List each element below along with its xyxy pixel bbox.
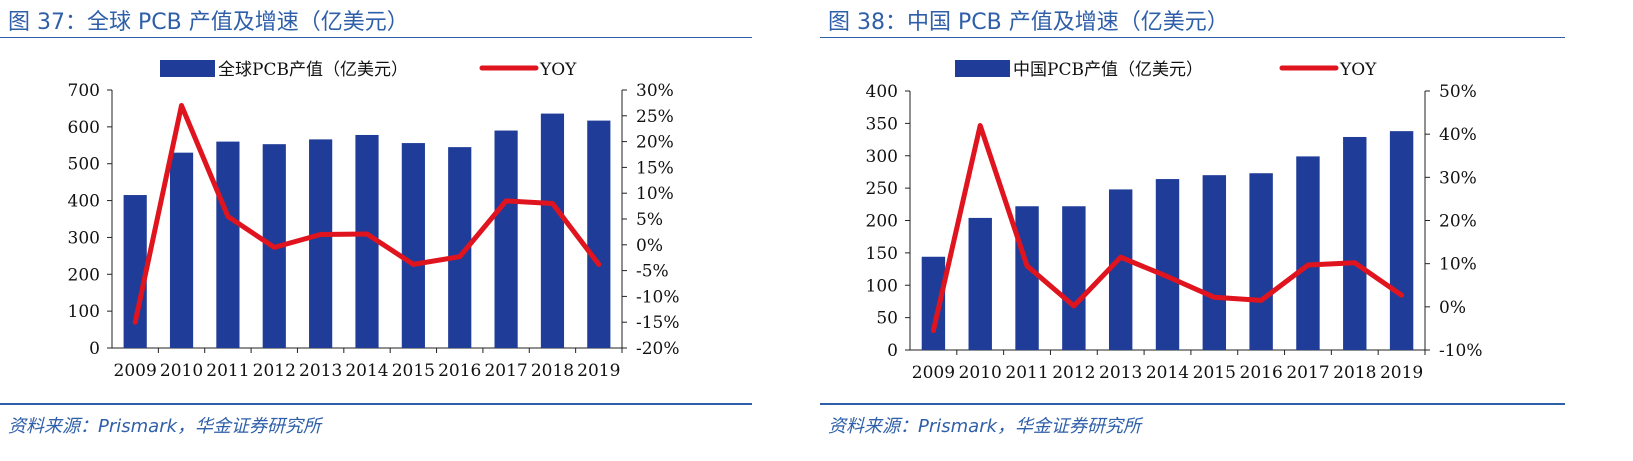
bar xyxy=(1015,206,1039,350)
x-tick-label: 2019 xyxy=(577,361,620,381)
title-rule xyxy=(0,37,752,38)
bar xyxy=(448,147,472,348)
right-tick-label: -10% xyxy=(1439,341,1483,361)
legend-bar-swatch xyxy=(160,60,215,77)
x-tick-label: 2014 xyxy=(1146,363,1189,383)
x-tick-label: 2016 xyxy=(1240,363,1283,383)
right-tick-label: 30% xyxy=(1439,168,1477,188)
chart-china-pcb: 0 50 100 150 200 250 300 350 400 -10% 0% 10% 20% 30% 4… xyxy=(866,60,1483,383)
right-tick-label: 40% xyxy=(1439,125,1477,145)
bar xyxy=(216,141,240,348)
right-tick-label: 50% xyxy=(1439,82,1477,102)
bar xyxy=(921,256,946,350)
left-tick-label: 500 xyxy=(68,155,100,175)
left-tick-label: 400 xyxy=(68,192,100,212)
left-tick-label: 350 xyxy=(866,114,898,134)
left-tick-label: 700 xyxy=(68,81,100,101)
left-tick-label: 400 xyxy=(866,82,898,102)
left-tick-label: 300 xyxy=(866,147,898,167)
yoy-line xyxy=(132,103,602,325)
left-tick-label: 200 xyxy=(68,265,100,285)
legend-bar-swatch xyxy=(955,60,1010,77)
chart-panel-china: 图 38：中国 PCB 产值及增速（亿美元） 0 50 100 150 200 250 30… xyxy=(820,0,1633,461)
x-tick-label: 2011 xyxy=(206,361,249,381)
legend-line-label: YOY xyxy=(539,60,577,80)
bar xyxy=(1155,179,1180,350)
legend-bar-label: 全球PCB产值（亿美元） xyxy=(218,60,408,80)
x-tick-label: 2010 xyxy=(160,361,203,381)
bar xyxy=(1296,156,1320,350)
left-tick-label: 600 xyxy=(68,118,100,138)
bar xyxy=(1108,189,1133,350)
x-tick-label: 2009 xyxy=(114,361,157,381)
right-tick-label: 20% xyxy=(1439,212,1477,232)
left-tick-label: 100 xyxy=(866,276,898,296)
right-tick-label: 30% xyxy=(636,81,674,101)
bar xyxy=(401,143,425,348)
source-note: 资料来源：Prismark，华金证券研究所 xyxy=(8,416,322,437)
right-tick-label: 10% xyxy=(1439,255,1477,275)
legend-line-label: YOY xyxy=(1339,60,1377,80)
bar xyxy=(1343,136,1367,350)
x-tick-label: 2015 xyxy=(392,361,435,381)
x-tick-label: 2018 xyxy=(1333,363,1376,383)
left-tick-label: 0 xyxy=(887,341,898,361)
title-rule xyxy=(820,37,1565,38)
left-tick-label: 250 xyxy=(866,179,898,199)
x-tick-label: 2012 xyxy=(253,361,296,381)
chart-title: 图 37：全球 PCB 产值及增速（亿美元） xyxy=(8,10,409,35)
source-rule xyxy=(0,403,752,405)
right-tick-label: 15% xyxy=(636,158,674,178)
right-tick-label: 0% xyxy=(636,236,663,256)
bar xyxy=(494,130,518,348)
bar xyxy=(540,113,565,349)
left-tick-label: 100 xyxy=(68,302,100,322)
bar xyxy=(1249,173,1273,350)
right-tick-label: 25% xyxy=(636,107,674,127)
bar xyxy=(968,217,992,350)
right-tick-label: 0% xyxy=(1439,298,1466,318)
left-tick-label: 50 xyxy=(876,309,898,329)
left-tick-label: 0 xyxy=(89,339,100,359)
x-tick-label: 2019 xyxy=(1380,363,1423,383)
x-tick-label: 2010 xyxy=(959,363,1002,383)
right-tick-label: 20% xyxy=(636,133,674,153)
yoy-line xyxy=(930,123,1405,334)
left-tick-label: 200 xyxy=(866,212,898,232)
source-note: 资料来源：Prismark，华金证券研究所 xyxy=(828,416,1142,437)
right-tick-label: -5% xyxy=(636,262,669,282)
x-tick-label: 2014 xyxy=(345,361,388,381)
x-tick-label: 2012 xyxy=(1052,363,1095,383)
right-tick-label: 5% xyxy=(636,210,663,230)
x-tick-label: 2017 xyxy=(484,361,527,381)
x-tick-label: 2018 xyxy=(531,361,574,381)
source-rule xyxy=(820,403,1565,405)
x-tick-label: 2017 xyxy=(1286,363,1329,383)
x-tick-label: 2013 xyxy=(1099,363,1142,383)
right-tick-label: -15% xyxy=(636,313,680,333)
x-tick-label: 2011 xyxy=(1005,363,1048,383)
left-tick-label: 150 xyxy=(866,244,898,264)
chart-title: 图 38：中国 PCB 产值及增速（亿美元） xyxy=(828,10,1229,35)
bar xyxy=(169,152,194,348)
bar xyxy=(355,134,379,348)
right-tick-label: 10% xyxy=(636,184,674,204)
bar xyxy=(1202,175,1227,350)
bar xyxy=(309,139,333,348)
right-tick-label: -10% xyxy=(636,287,680,307)
chart-panel-global: 图 37：全球 PCB 产值及增速（亿美元） 0 100 200 300 400 500 6… xyxy=(0,0,790,461)
bar xyxy=(1062,206,1086,350)
x-tick-label: 2009 xyxy=(912,363,955,383)
x-tick-label: 2016 xyxy=(438,361,481,381)
x-tick-label: 2015 xyxy=(1193,363,1236,383)
left-tick-label: 300 xyxy=(68,228,100,248)
x-tick-label: 2013 xyxy=(299,361,342,381)
chart-global-pcb: 0 100 200 300 400 500 600 700 -20% -15% -10% -5% 0% 5… xyxy=(68,60,680,381)
bar xyxy=(1389,131,1414,350)
bar xyxy=(587,120,611,348)
legend-bar-label: 中国PCB产值（亿美元） xyxy=(1013,60,1203,80)
bar xyxy=(123,195,147,348)
right-tick-label: -20% xyxy=(636,339,680,359)
